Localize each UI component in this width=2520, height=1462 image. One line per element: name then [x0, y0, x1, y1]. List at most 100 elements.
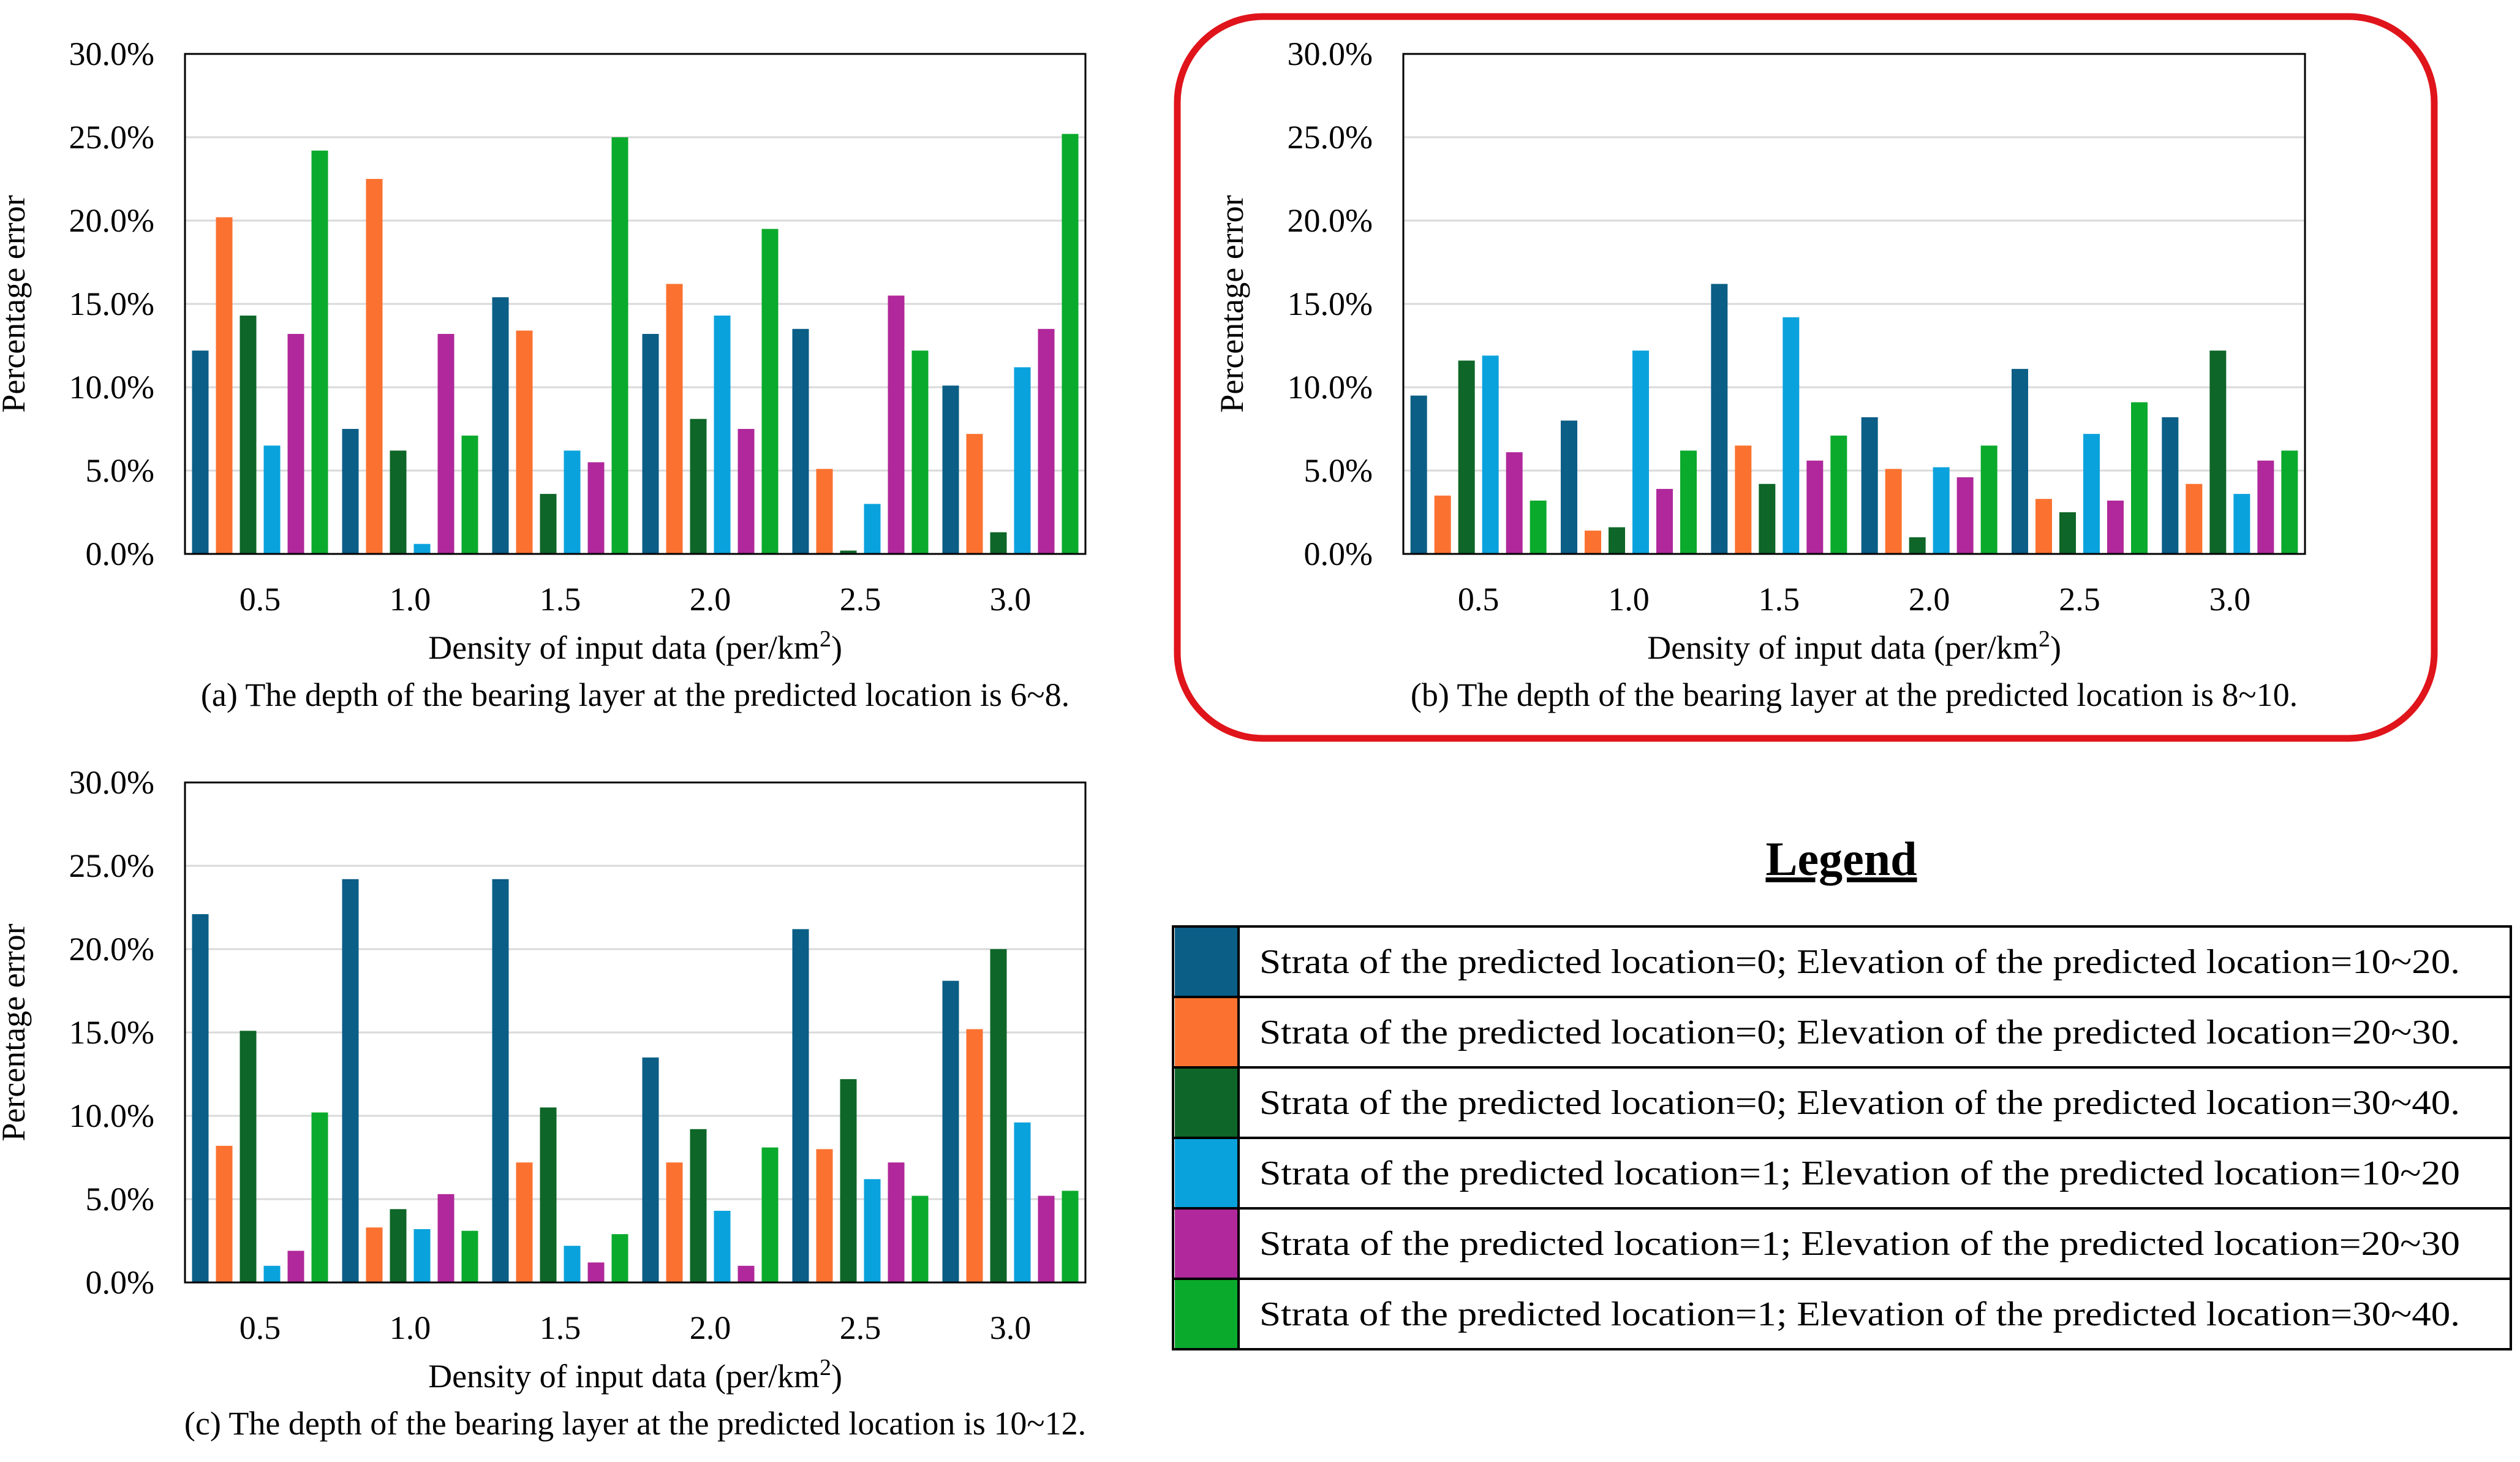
bar [1482, 355, 1499, 554]
chart-caption: (b) The depth of the bearing layer at th… [1411, 676, 2298, 713]
bar [2035, 499, 2052, 554]
legend-item-label: Strata of the predicted location=1; Elev… [1259, 1154, 2460, 1192]
bar [1656, 488, 1673, 554]
bar [864, 1179, 881, 1282]
bar [587, 1262, 605, 1282]
bar [1782, 317, 1800, 554]
x-axis-title: Density of input data (per/km2) [1647, 626, 2061, 666]
bar [1806, 460, 1824, 554]
bar [840, 1079, 857, 1282]
bar [816, 469, 833, 554]
bar [942, 980, 959, 1282]
bar [714, 1211, 731, 1282]
bar [2233, 494, 2250, 554]
bar [864, 504, 881, 554]
bar [666, 284, 683, 554]
legend-item-label: Strata of the predicted location=1; Elev… [1259, 1225, 2460, 1263]
bar [761, 1147, 779, 1282]
bar [516, 1162, 533, 1282]
legend-swatch [1175, 998, 1237, 1066]
legend-item-label: Strata of the predicted location=0; Elev… [1259, 1084, 2460, 1122]
legend-title: Legend [1765, 832, 1917, 885]
y-tick-label: 5.0% [1304, 452, 1373, 489]
bar [888, 295, 905, 554]
y-tick-label: 30.0% [1288, 36, 1373, 72]
bar [240, 316, 257, 554]
x-tick-label: 1.0 [390, 1309, 431, 1346]
chart-caption: (a) The depth of the bearing layer at th… [201, 676, 1069, 713]
x-tick-label: 1.5 [540, 1309, 581, 1346]
y-tick-label: 25.0% [1288, 119, 1373, 156]
y-tick-label: 10.0% [69, 1097, 154, 1134]
x-tick-label: 1.0 [390, 581, 431, 618]
bar [888, 1162, 905, 1282]
bar [666, 1162, 683, 1282]
y-tick-label: 20.0% [1288, 202, 1373, 239]
bar [990, 949, 1007, 1282]
bar [1861, 417, 1878, 554]
bar [287, 1251, 304, 1282]
bar [216, 1145, 233, 1282]
y-tick-label: 0.0% [86, 536, 154, 572]
bar [1885, 469, 1902, 554]
x-tick-label: 2.5 [840, 1309, 881, 1346]
x-tick-label: 1.5 [540, 581, 581, 618]
bar [240, 1031, 257, 1282]
chart-caption: (c) The depth of the bearing layer at th… [184, 1405, 1086, 1442]
highlight-box-chart-b [1174, 13, 2438, 742]
legend-swatch [1175, 1280, 1237, 1348]
bar [263, 1265, 281, 1282]
x-tick-label: 2.0 [690, 581, 731, 618]
bar [1585, 530, 1601, 554]
bar [2257, 460, 2274, 554]
legend-swatch [1175, 1210, 1237, 1278]
plot-frame [1402, 53, 2306, 555]
bar [911, 1195, 929, 1282]
x-tick-label: 2.0 [690, 1309, 731, 1346]
y-tick-label: 10.0% [69, 369, 154, 406]
y-tick-label: 10.0% [1288, 369, 1373, 406]
y-tick-label: 20.0% [69, 931, 154, 968]
bar [1062, 134, 1079, 554]
bar [516, 330, 533, 554]
y-tick-label: 25.0% [69, 847, 154, 884]
bar [216, 217, 233, 554]
bar [2281, 450, 2298, 554]
chart-b: 0.0% 5.0% 10.0% 15.0% 20.0% 25.0% 30.0% 0.5 1.0 1… [1213, 36, 2306, 713]
y-tick-label: 0.0% [1304, 536, 1373, 572]
y-tick-label: 15.0% [1288, 286, 1373, 322]
bar [611, 137, 628, 554]
bar [1561, 420, 1577, 554]
bar [2083, 434, 2100, 554]
bar [1680, 450, 1697, 554]
x-tick-label: 2.5 [840, 581, 881, 618]
bar [611, 1234, 628, 1282]
bar [1711, 284, 1728, 554]
bar [816, 1149, 833, 1282]
legend-rows: Strata of the predicted location=0; Elev… [1173, 928, 2511, 1348]
bar [911, 350, 929, 554]
bar [738, 429, 755, 554]
x-tick-label: 1.0 [1608, 581, 1650, 618]
bar [1038, 1195, 1055, 1282]
bar [761, 229, 779, 555]
bar [413, 1229, 431, 1282]
bar [366, 179, 383, 554]
legend-swatch [1175, 1069, 1237, 1137]
legend-item-label: Strata of the predicted location=0; Elev… [1259, 1013, 2460, 1051]
bar [1038, 328, 1055, 554]
bar [690, 419, 707, 554]
x-axis-title: Density of input data (per/km2) [428, 1355, 842, 1395]
bar [2059, 512, 2076, 554]
bar [2209, 350, 2227, 554]
y-tick-label: 0.0% [86, 1264, 154, 1301]
bar [1014, 1122, 1031, 1282]
bar [942, 385, 959, 554]
y-tick-label: 20.0% [69, 202, 154, 239]
x-tick-label: 0.5 [240, 581, 281, 618]
bar [311, 150, 328, 554]
bar [738, 1265, 755, 1282]
bar [437, 1194, 455, 1282]
bar [1909, 537, 1926, 554]
